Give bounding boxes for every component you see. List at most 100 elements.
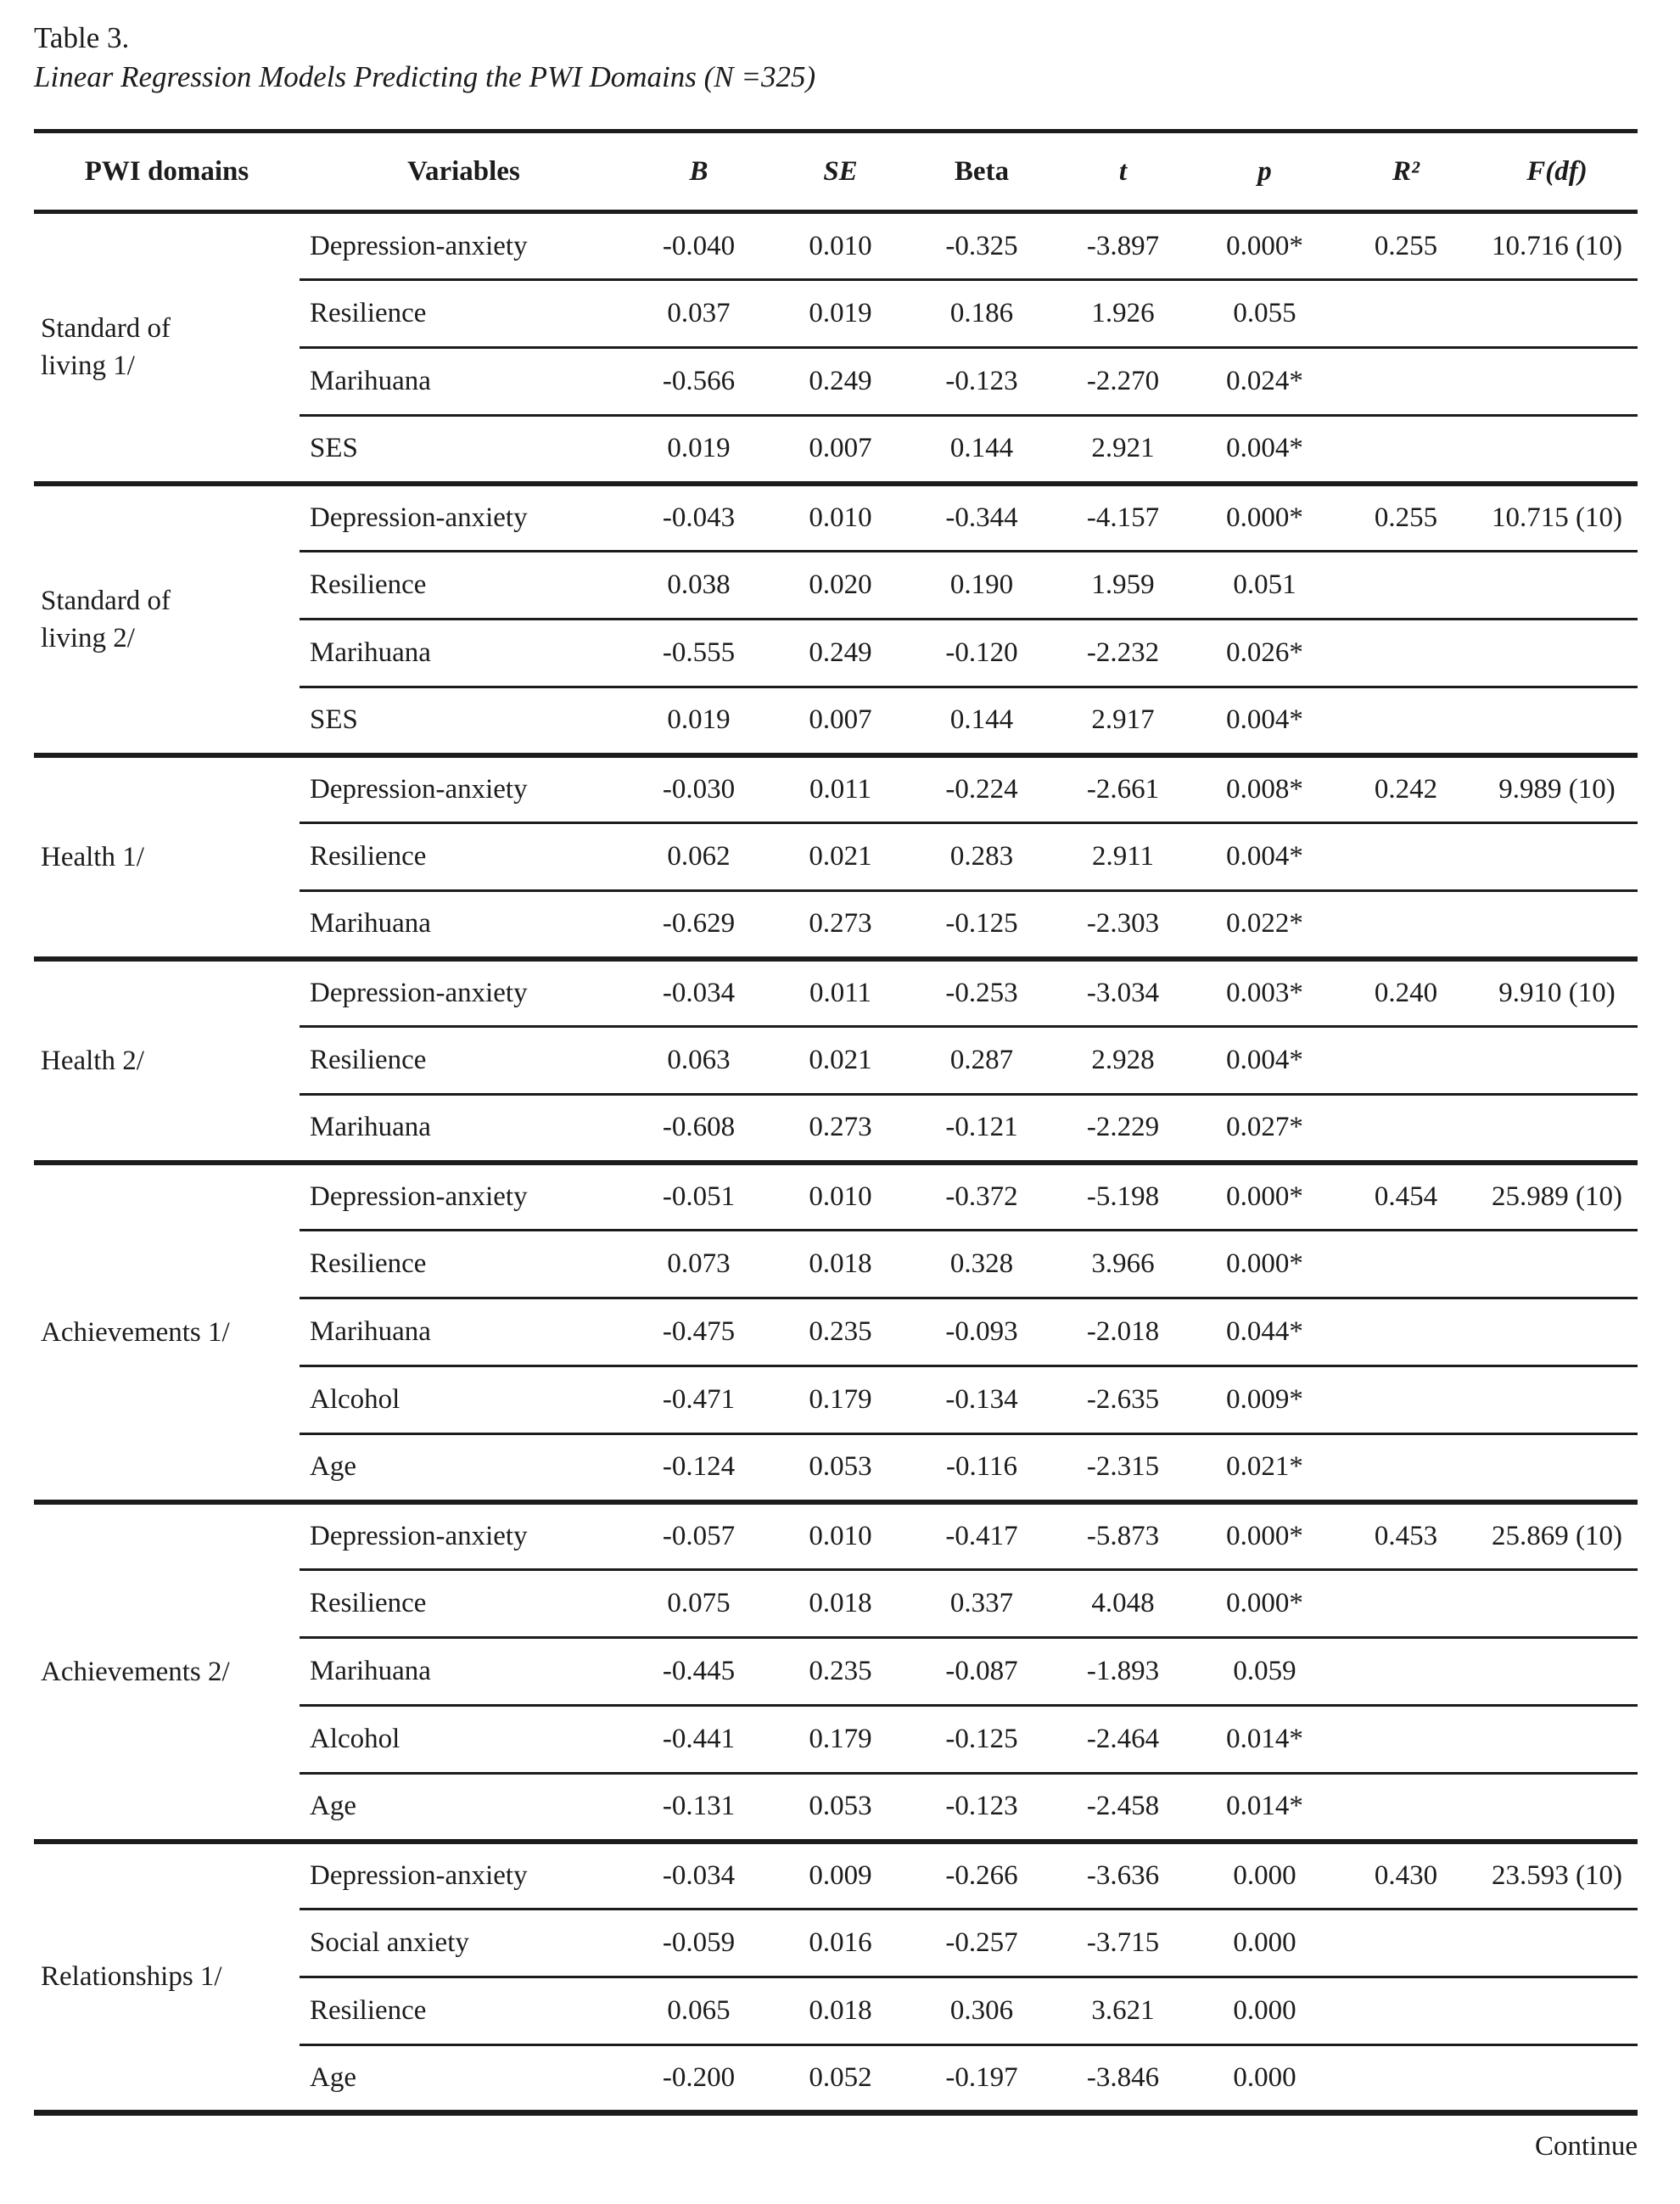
- fdf-cell: [1476, 1909, 1638, 1978]
- r2-cell: [1336, 1569, 1476, 1639]
- fdf-cell: [1476, 1026, 1638, 1096]
- t-cell: 1.959: [1052, 551, 1194, 620]
- se-cell: 0.018: [770, 1977, 911, 2046]
- t-cell: 3.966: [1052, 1230, 1194, 1299]
- se-cell: 0.249: [770, 347, 911, 417]
- beta-cell: -0.121: [911, 1094, 1052, 1165]
- se-cell: 0.010: [770, 1501, 911, 1571]
- table-row: Resilience 0.037 0.019 0.186 1.926 0.055: [34, 279, 1638, 349]
- t-cell: -1.893: [1052, 1637, 1194, 1707]
- beta-cell: 0.337: [911, 1569, 1052, 1639]
- r2-cell: [1336, 2044, 1476, 2116]
- b-cell: -0.608: [628, 1094, 770, 1165]
- variable-cell: Marihuana: [300, 1094, 628, 1165]
- header-se: SE: [770, 129, 911, 214]
- p-cell: 0.003*: [1194, 958, 1336, 1028]
- table-row: Relationships 1/Depression-anxiety -0.034…: [34, 1841, 1638, 2116]
- t-cell: 2.917: [1052, 687, 1194, 758]
- table-row: Resilience 0.038 0.020 0.190 1.959 0.051: [34, 551, 1638, 620]
- beta-cell: -0.253: [911, 958, 1052, 1028]
- variable-cell: Marihuana: [300, 1637, 628, 1707]
- r2-cell: [1336, 1637, 1476, 1707]
- table-row: Marihuana -0.555 0.249 -0.120 -2.232 0.026*: [34, 619, 1638, 688]
- p-cell: 0.055: [1194, 279, 1336, 349]
- p-cell: 0.059: [1194, 1637, 1336, 1707]
- domain-cell: Standard of living 1/: [34, 211, 300, 486]
- table-row: Age -0.131 0.053 -0.123 -2.458 0.014*: [34, 1773, 1638, 1844]
- variable-cell: Depression-anxiety: [300, 211, 628, 281]
- fdf-cell: [1476, 1705, 1638, 1775]
- b-cell: -0.555: [628, 619, 770, 688]
- se-cell: 0.011: [770, 754, 911, 824]
- table-row: Health 2/Depression-anxiety -0.034 0.011 -0…: [34, 958, 1638, 1165]
- variable-cell: Depression-anxiety: [300, 958, 628, 1028]
- b-cell: -0.566: [628, 347, 770, 417]
- fdf-cell: [1476, 619, 1638, 688]
- table-row: Marihuana -0.629 0.273 -0.125 -2.303 0.022*: [34, 890, 1638, 962]
- r2-cell: [1336, 687, 1476, 758]
- b-cell: -0.441: [628, 1705, 770, 1775]
- beta-cell: -0.120: [911, 619, 1052, 688]
- header-t: t: [1052, 129, 1194, 214]
- se-cell: 0.235: [770, 1298, 911, 1367]
- beta-cell: -0.417: [911, 1501, 1052, 1571]
- beta-cell: -0.125: [911, 1705, 1052, 1775]
- variable-cell: SES: [300, 687, 628, 758]
- se-cell: 0.249: [770, 619, 911, 688]
- beta-cell: -0.257: [911, 1909, 1052, 1978]
- r2-cell: 0.255: [1336, 483, 1476, 552]
- r2-cell: [1336, 1977, 1476, 2046]
- t-cell: -3.846: [1052, 2044, 1194, 2116]
- r2-cell: [1336, 822, 1476, 892]
- fdf-cell: 9.910 (10): [1476, 958, 1638, 1028]
- r2-cell: [1336, 1298, 1476, 1367]
- b-cell: -0.040: [628, 211, 770, 281]
- se-cell: 0.010: [770, 1162, 911, 1231]
- p-cell: 0.027*: [1194, 1094, 1336, 1165]
- t-cell: 1.926: [1052, 279, 1194, 349]
- se-cell: 0.179: [770, 1366, 911, 1435]
- se-cell: 0.179: [770, 1705, 911, 1775]
- p-cell: 0.024*: [1194, 347, 1336, 417]
- p-cell: 0.000: [1194, 1909, 1336, 1978]
- b-cell: 0.073: [628, 1230, 770, 1299]
- beta-cell: -0.093: [911, 1298, 1052, 1367]
- table-row: Standard of living 2/Depression-anxiety -…: [34, 483, 1638, 758]
- beta-cell: -0.325: [911, 211, 1052, 281]
- fdf-cell: [1476, 1569, 1638, 1639]
- beta-cell: 0.144: [911, 687, 1052, 758]
- regression-table: PWI domains Variables B SE Beta t p R² F…: [34, 129, 1638, 2116]
- beta-cell: -0.266: [911, 1841, 1052, 1910]
- variable-cell: SES: [300, 415, 628, 486]
- t-cell: 3.621: [1052, 1977, 1194, 2046]
- fdf-cell: 10.716 (10): [1476, 211, 1638, 281]
- b-cell: -0.043: [628, 483, 770, 552]
- r2-cell: [1336, 1230, 1476, 1299]
- table-row: SES 0.019 0.007 0.144 2.917 0.004*: [34, 687, 1638, 758]
- p-cell: 0.004*: [1194, 822, 1336, 892]
- header-r2: R²: [1336, 129, 1476, 214]
- variable-cell: Age: [300, 1433, 628, 1505]
- r2-cell: [1336, 347, 1476, 417]
- table-row: Resilience 0.065 0.018 0.306 3.621 0.000: [34, 1977, 1638, 2046]
- b-cell: -0.034: [628, 958, 770, 1028]
- p-cell: 0.000*: [1194, 1230, 1336, 1299]
- beta-cell: -0.372: [911, 1162, 1052, 1231]
- variable-cell: Resilience: [300, 279, 628, 349]
- t-cell: 2.921: [1052, 415, 1194, 486]
- table-row: Marihuana -0.566 0.249 -0.123 -2.270 0.024*: [34, 347, 1638, 417]
- fdf-cell: [1476, 415, 1638, 486]
- table-header: PWI domains Variables B SE Beta t p R² F…: [34, 129, 1638, 214]
- variable-cell: Marihuana: [300, 347, 628, 417]
- beta-cell: 0.186: [911, 279, 1052, 349]
- b-cell: -0.471: [628, 1366, 770, 1435]
- p-cell: 0.000: [1194, 2044, 1336, 2116]
- variable-cell: Resilience: [300, 551, 628, 620]
- se-cell: 0.021: [770, 1026, 911, 1096]
- t-cell: -2.229: [1052, 1094, 1194, 1165]
- p-cell: 0.026*: [1194, 619, 1336, 688]
- se-cell: 0.235: [770, 1637, 911, 1707]
- t-cell: -4.157: [1052, 483, 1194, 552]
- b-cell: 0.019: [628, 415, 770, 486]
- variable-cell: Resilience: [300, 1230, 628, 1299]
